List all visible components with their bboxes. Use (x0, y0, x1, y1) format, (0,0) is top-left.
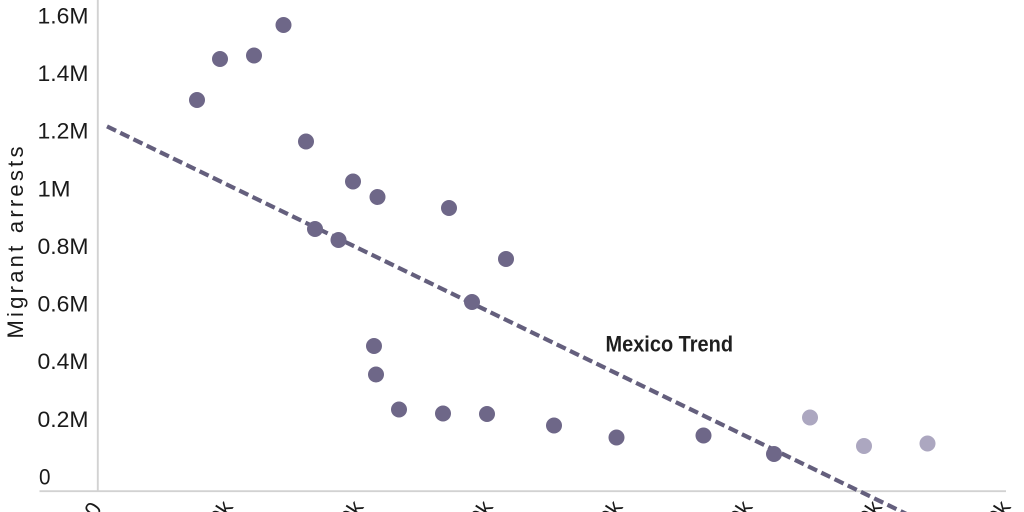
svg-text:0.8M: 0.8M (38, 234, 89, 259)
svg-text:1M: 1M (38, 176, 71, 201)
svg-text:0.4M: 0.4M (38, 349, 89, 374)
svg-text:0: 0 (39, 464, 51, 489)
svg-text:Mexico Trend: Mexico Trend (606, 332, 734, 357)
svg-text:1.6M: 1.6M (38, 3, 89, 28)
svg-text:1.4M: 1.4M (38, 61, 89, 86)
svg-text:Migrant arrests: Migrant arrests (3, 147, 28, 339)
svg-text:1.2M: 1.2M (38, 119, 89, 144)
svg-text:0.6M: 0.6M (38, 292, 89, 317)
svg-text:0.2M: 0.2M (38, 407, 89, 432)
